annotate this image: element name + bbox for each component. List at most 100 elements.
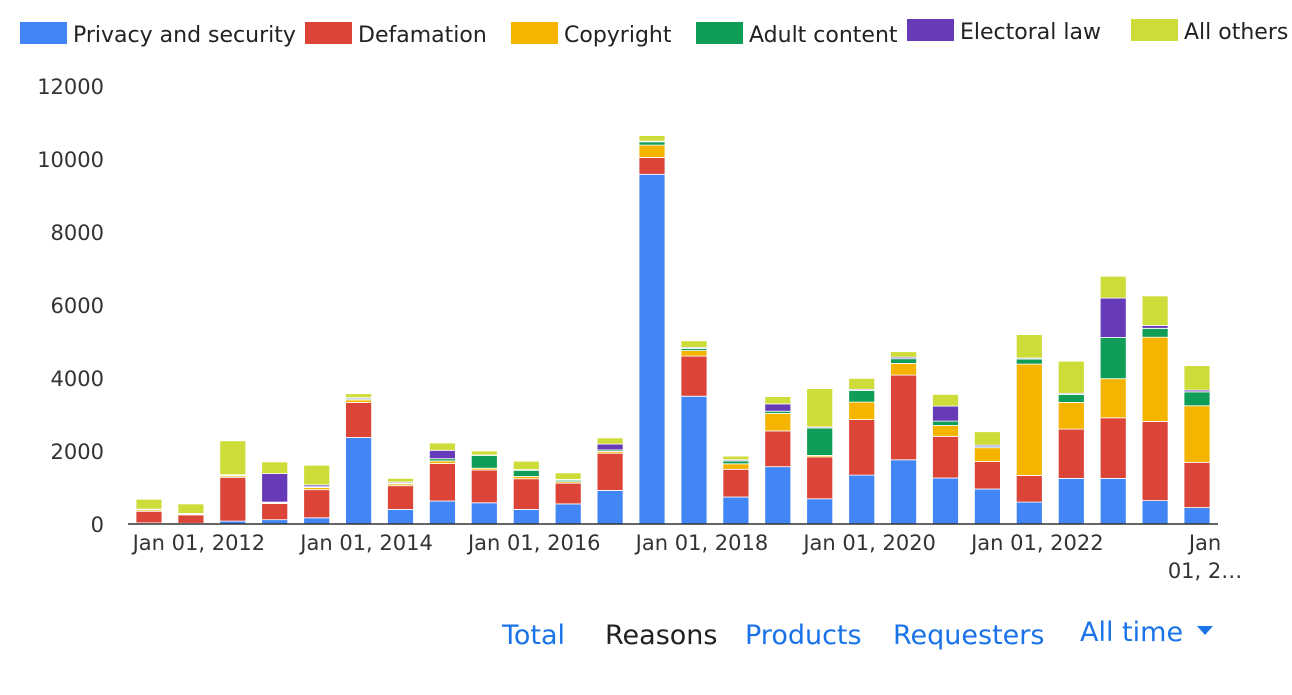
bar-24-0 (1141, 500, 1169, 525)
legend-label-5: All others (1184, 20, 1288, 45)
bar-15-1 (764, 430, 792, 468)
bar-20-2 (974, 447, 1001, 463)
bar-16-3 (806, 427, 834, 456)
bar-11-1 (596, 452, 624, 491)
bar-22-1 (1057, 428, 1085, 479)
bars (135, 135, 1211, 525)
bar-21-5 (1015, 334, 1043, 359)
bar-18-1 (890, 374, 917, 461)
bar-18-2 (890, 362, 917, 376)
bar-11-0 (596, 489, 624, 525)
bar-15-5 (764, 396, 792, 405)
bar-21-2 (1015, 363, 1043, 476)
bar-20-0 (974, 488, 1001, 525)
bar-25-5 (1183, 365, 1211, 391)
y-tick-label-5: 10000 (37, 148, 104, 172)
legend-label-0: Privacy and security (73, 23, 296, 48)
bar-4-1 (303, 489, 331, 519)
y-tick-label-0: 0 (91, 513, 104, 537)
bar-19-5 (932, 393, 959, 407)
bar-6-5 (387, 477, 414, 483)
bar-12-1 (638, 157, 666, 175)
bar-14-1 (722, 468, 750, 498)
bar-6-0 (387, 508, 414, 525)
bar-16-0 (806, 498, 834, 525)
bar-2-1 (219, 476, 247, 522)
legend-label-4: Electoral law (960, 20, 1101, 45)
bar-22-0 (1057, 477, 1085, 525)
x-tick-label-3: Jan 01, 2018 (634, 531, 769, 555)
x-tick-label-0: Jan 01, 2012 (131, 531, 266, 555)
bar-9-1 (512, 478, 540, 510)
bar-5-1 (345, 402, 373, 438)
bar-13-0 (680, 395, 708, 525)
tab-total[interactable]: Total (502, 620, 566, 651)
legend-label-3: Adult content (749, 23, 898, 48)
bar-22-2 (1057, 402, 1085, 430)
y-tick-label-2: 4000 (51, 367, 104, 391)
bar-14-5 (722, 455, 750, 461)
view-tabs: Total Reasons Products Requesters All ti… (0, 612, 1292, 662)
y-tick-label-3: 6000 (51, 294, 104, 318)
bar-7-5 (428, 442, 456, 451)
legend-swatch-2 (511, 22, 558, 44)
tab-requesters[interactable]: Requesters (893, 620, 1045, 651)
bar-15-2 (764, 412, 792, 432)
bar-23-1 (1099, 417, 1127, 479)
bar-23-0 (1099, 477, 1127, 525)
stacked-bar-chart: Privacy and security Defamation Copyright A… (20, 19, 1288, 583)
bar-8-0 (470, 502, 498, 525)
bar-16-5 (806, 388, 834, 428)
bar-14-0 (722, 496, 750, 525)
tab-products[interactable]: Products (745, 620, 862, 651)
bar-1-5 (177, 503, 205, 514)
y-axis: 0 2000 4000 6000 8000 10000 12000 (37, 75, 104, 537)
time-range-dropdown[interactable]: All time (1080, 617, 1214, 648)
bar-25-0 (1183, 507, 1211, 525)
legend-label-1: Defamation (358, 23, 487, 48)
bar-16-1 (806, 456, 834, 500)
tab-reasons[interactable]: Reasons (605, 620, 718, 651)
bar-19-3 (932, 420, 959, 426)
legend-swatch-4 (907, 19, 954, 41)
bar-9-2 (512, 476, 540, 480)
bar-15-4 (764, 403, 792, 412)
bar-21-3 (1015, 358, 1043, 365)
legend-swatch-5 (1131, 19, 1178, 41)
bar-19-2 (932, 424, 959, 437)
bar-9-0 (512, 508, 540, 525)
bar-10-5 (554, 472, 582, 480)
legend: Privacy and security Defamation Copyright A… (20, 19, 1288, 48)
legend-swatch-3 (696, 22, 743, 44)
bar-21-1 (1015, 475, 1043, 503)
bar-25-1 (1183, 461, 1211, 508)
bar-12-0 (638, 173, 666, 525)
bar-18-3 (890, 358, 917, 364)
time-range-label: All time (1080, 617, 1184, 648)
bar-17-2 (848, 401, 876, 421)
bar-9-3 (512, 469, 540, 477)
bar-12-3 (638, 141, 666, 146)
bar-5-5 (345, 393, 373, 399)
bar-13-5 (680, 340, 708, 348)
bar-3-1 (261, 503, 289, 521)
x-axis: Jan 01, 2012 Jan 01, 2014 Jan 01, 2016 Jan … (131, 531, 1243, 583)
y-tick-label-1: 2000 (51, 440, 104, 464)
bar-19-4 (932, 405, 959, 422)
x-tick-label-5: Jan 01, 2022 (969, 531, 1104, 555)
x-tick-label-2: Jan 01, 2016 (466, 531, 601, 555)
bar-0-5 (135, 498, 163, 510)
legend-label-2: Copyright (564, 23, 672, 48)
bar-7-4 (428, 449, 456, 460)
legend-swatch-1 (305, 22, 352, 44)
bar-9-5 (512, 460, 540, 471)
bar-8-5 (470, 450, 498, 456)
bar-3-5 (261, 461, 289, 474)
bar-15-0 (764, 466, 792, 525)
caret-down-icon (1197, 626, 1214, 635)
y-tick-label-4: 8000 (51, 221, 104, 245)
bar-17-0 (848, 474, 876, 525)
bar-17-1 (848, 419, 876, 476)
bar-13-2 (680, 350, 708, 357)
bar-23-2 (1099, 378, 1127, 419)
